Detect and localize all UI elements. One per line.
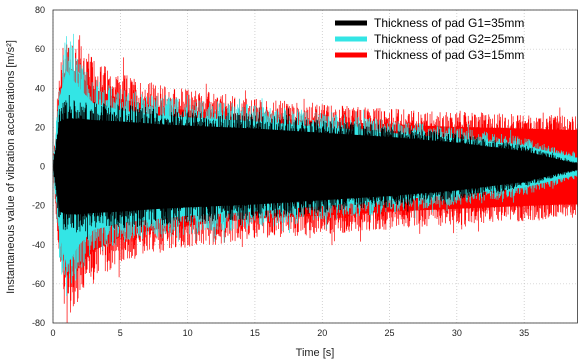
x-axis-label: Time [s] (296, 347, 335, 359)
x-tick-label: 30 (452, 328, 462, 338)
legend-label: Thickness of pad G2=25mm (374, 32, 524, 46)
plot-signals (53, 33, 578, 323)
y-tick-label: 20 (35, 122, 45, 132)
series-core (53, 118, 578, 215)
y-axis-ticks: 80 60 40 20 0 -20 -40 -60 -80 (32, 5, 45, 328)
x-tick-label: 25 (385, 328, 395, 338)
y-tick-label: -60 (32, 279, 45, 289)
x-tick-label: 35 (519, 328, 529, 338)
y-tick-label: 60 (35, 44, 45, 54)
y-tick-label: -40 (32, 240, 45, 250)
y-tick-label: 80 (35, 5, 45, 15)
y-tick-label: -20 (32, 201, 45, 211)
x-tick-label: 20 (317, 328, 327, 338)
y-tick-label: 40 (35, 83, 45, 93)
legend-label: Thickness of pad G3=15mm (374, 48, 524, 62)
y-tick-label: 0 (40, 162, 45, 172)
x-tick-label: 15 (250, 328, 260, 338)
x-axis-ticks: 0 5 10 15 20 25 30 35 (50, 328, 529, 338)
x-tick-label: 10 (183, 328, 193, 338)
x-tick-label: 0 (50, 328, 55, 338)
x-tick-label: 5 (118, 328, 123, 338)
y-axis-label: Instantaneous value of vibration acceler… (5, 40, 17, 294)
y-tick-label: -80 (32, 318, 45, 328)
legend: Thickness of pad G1=35mm Thickness of pad… (335, 16, 524, 62)
legend-label: Thickness of pad G1=35mm (374, 16, 524, 30)
signal-traces (53, 33, 578, 323)
